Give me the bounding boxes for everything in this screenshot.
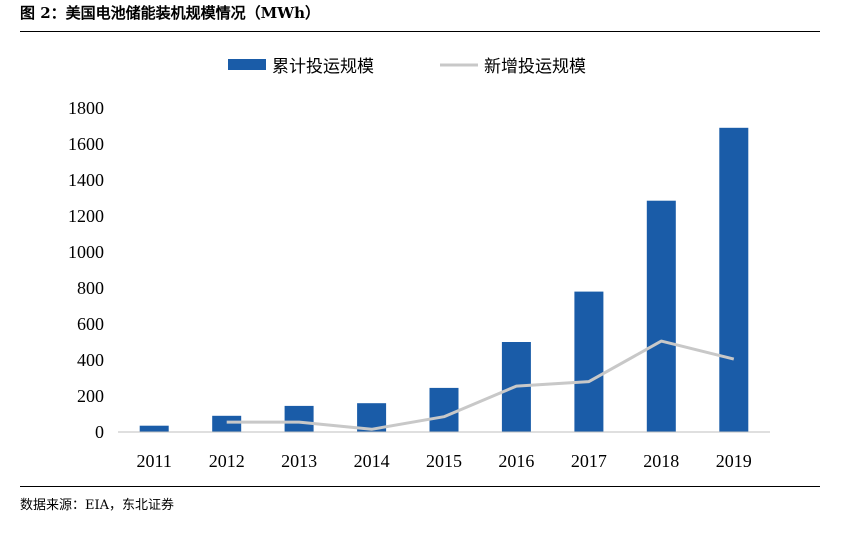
y-tick-label: 1000: [68, 242, 104, 262]
legend: 累计投运规模 新增投运规模: [228, 57, 586, 77]
y-tick-label: 200: [77, 386, 104, 406]
y-tick-label: 1600: [68, 134, 104, 154]
x-tick-label: 2016: [498, 451, 534, 471]
legend-label-cumulative: 累计投运规模: [272, 57, 374, 77]
x-tick-label: 2018: [643, 451, 679, 471]
bar-2011: [139, 425, 169, 432]
y-tick-label: 1400: [68, 170, 104, 190]
y-tick-label: 600: [77, 314, 104, 334]
x-tick-label: 2014: [354, 451, 390, 471]
x-tick-label: 2017: [571, 451, 607, 471]
bar-2019: [719, 127, 749, 433]
legend-swatch-cumulative: [228, 59, 266, 70]
x-tick-label: 2011: [137, 451, 172, 471]
y-tick-label: 0: [95, 422, 104, 442]
legend-label-new: 新增投运规模: [484, 57, 586, 77]
line-series: [226, 339, 735, 431]
x-axis-ticks: 2011 2012 2013 2014 2015 2016 2017 2018 2019: [137, 451, 752, 471]
bar-2018: [646, 200, 676, 432]
y-tick-label: 400: [77, 350, 104, 370]
bar-2013: [284, 405, 314, 432]
bar-2012: [212, 415, 242, 432]
bar-2017: [574, 291, 604, 432]
x-tick-label: 2012: [209, 451, 245, 471]
x-tick-label: 2019: [716, 451, 752, 471]
title-rule: [20, 31, 820, 32]
source-rule: [20, 486, 820, 487]
y-tick-label: 800: [77, 278, 104, 298]
bar-series: [139, 127, 749, 433]
y-tick-label: 1800: [68, 98, 104, 118]
x-tick-label: 2013: [281, 451, 317, 471]
figure-title: 图 2：美国电池储能装机规模情况（MWh）: [20, 4, 321, 22]
y-axis-ticks: 0 200 400 600 800 1000 1200 1400 1600 1800: [68, 98, 104, 442]
x-tick-label: 2015: [426, 451, 462, 471]
line-new-capacity: [226, 339, 735, 431]
source-note: 数据来源：EIA，东北证券: [20, 498, 175, 513]
bar-2015: [429, 387, 459, 432]
y-tick-label: 1200: [68, 206, 104, 226]
